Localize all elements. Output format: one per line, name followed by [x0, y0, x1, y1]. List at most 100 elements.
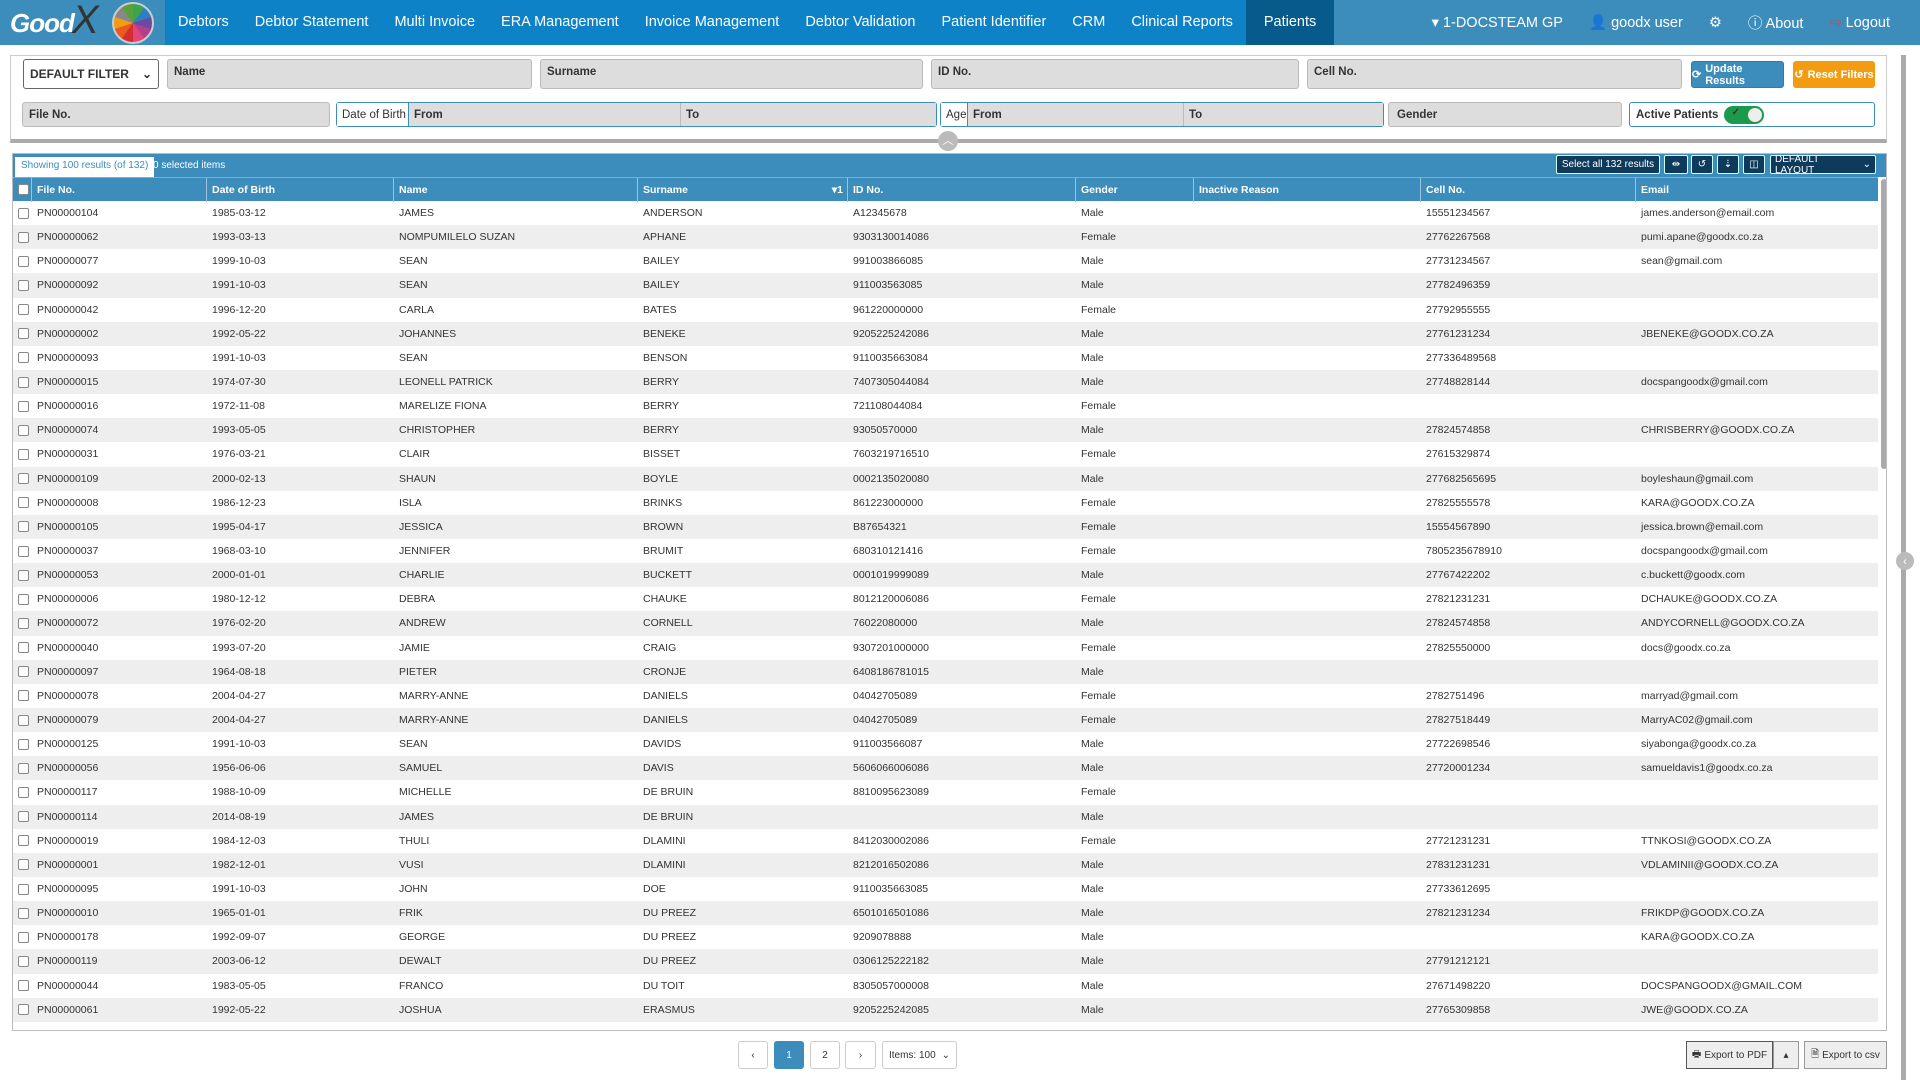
row-checkbox[interactable] [18, 497, 29, 509]
row-checkbox[interactable] [18, 545, 29, 557]
row-checkbox[interactable] [18, 207, 29, 219]
table-row[interactable]: PN00000119 2003-06-12 DEWALT DU PREEZ 030612… [13, 949, 1878, 974]
row-checkbox[interactable] [18, 690, 29, 702]
table-row[interactable]: PN00000074 1993-05-05 CHRISTOPHER BERRY 9305… [13, 418, 1878, 443]
fit-columns-icon[interactable]: ⇹ [1664, 155, 1688, 174]
row-checkbox[interactable] [18, 883, 29, 895]
table-row[interactable]: PN00000042 1996-12-20 CARLA BATES 9612200000… [13, 298, 1878, 322]
dob-to-input[interactable]: To [681, 103, 936, 126]
col-id-no[interactable]: ID No. [848, 178, 1076, 202]
row-checkbox[interactable] [18, 231, 29, 243]
row-checkbox[interactable] [18, 279, 29, 291]
table-row[interactable]: PN00000105 1995-04-17 JESSICA BROWN B8765432… [13, 514, 1878, 539]
row-checkbox[interactable] [18, 666, 29, 678]
table-row[interactable]: PN00000016 1972-11-08 MARELIZE FIONA BERRY 7… [13, 394, 1878, 418]
dob-from-input[interactable]: From [409, 103, 681, 126]
row-checkbox[interactable] [18, 328, 29, 340]
row-checkbox[interactable] [18, 1004, 29, 1016]
nav-patients[interactable]: Patients [1245, 0, 1335, 45]
nav-debtor-statement[interactable]: Debtor Statement [254, 14, 369, 30]
table-row[interactable]: PN00000040 1993-07-20 JAMIE CRAIG 9307201000… [13, 636, 1878, 660]
row-checkbox[interactable] [18, 907, 29, 919]
table-row[interactable]: PN00000056 1956-06-06 SAMUEL DAVIS 560606600… [13, 756, 1878, 781]
row-checkbox[interactable] [18, 762, 29, 774]
about-link[interactable]: ⓘ About [1748, 12, 1804, 33]
table-row[interactable]: PN00000095 1991-10-03 JOHN DOE 9110035663085… [13, 877, 1878, 901]
nav-multi-invoice[interactable]: Multi Invoice [394, 14, 476, 30]
col-date-of-birth[interactable]: Date of Birth [207, 178, 394, 202]
export-pdf-button[interactable]: 🖶 Export to PDF [1686, 1041, 1773, 1069]
table-row[interactable]: PN00000072 1976-02-20 ANDREW CORNELL 7602208… [13, 611, 1878, 636]
goodx-logo[interactable]: Good X [0, 0, 165, 45]
nav-patient-identifier[interactable]: Patient Identifier [941, 14, 1047, 30]
row-checkbox[interactable] [18, 811, 29, 823]
row-checkbox[interactable] [18, 521, 29, 533]
row-checkbox[interactable] [18, 714, 29, 726]
surname-input[interactable]: Surname [540, 59, 923, 89]
row-checkbox[interactable] [18, 642, 29, 654]
select-all-button[interactable]: Select all 132 results [1556, 155, 1660, 174]
table-row[interactable]: PN00000079 2004-04-27 MARRY-ANNE DANIELS 040… [13, 707, 1878, 733]
table-row[interactable]: PN00000104 1985-03-12 JAMES ANDERSON A123456… [13, 201, 1878, 225]
scrollbar-thumb[interactable] [1881, 179, 1886, 469]
next-page-button[interactable]: › [845, 1041, 876, 1069]
col-cell-no[interactable]: Cell No. [1421, 178, 1636, 202]
col-surname[interactable]: Surname ▾1 [638, 178, 848, 202]
practice-dropdown[interactable]: ▾ 1-DOCSTEAM GP [1432, 15, 1563, 31]
user-menu[interactable]: 👤 goodx user [1589, 14, 1683, 31]
columns-icon[interactable]: ◫ [1743, 155, 1765, 174]
row-checkbox[interactable] [18, 473, 29, 485]
row-checkbox[interactable] [18, 424, 29, 436]
filter-select[interactable]: DEFAULT FILTER ⌄ [23, 59, 159, 89]
nav-debtor-validation[interactable]: Debtor Validation [805, 14, 916, 30]
row-checkbox[interactable] [18, 955, 29, 967]
table-row[interactable]: PN00000062 1993-03-13 NOMPUMILELO SUZAN APH… [13, 225, 1878, 250]
table-row[interactable]: PN00000114 2014-08-19 JAMES DE BRUIN Male [13, 804, 1878, 829]
update-results-button[interactable]: ⟳ Update Results [1691, 61, 1784, 88]
select-all-checkbox[interactable] [13, 178, 32, 202]
layout-dropdown[interactable]: DEFAULT LAYOUT ⌄ [1770, 154, 1876, 176]
row-checkbox[interactable] [18, 304, 29, 316]
row-checkbox[interactable] [18, 400, 29, 412]
active-patients-toggle[interactable]: ✓ [1724, 105, 1765, 124]
table-row[interactable]: PN00000093 1991-10-03 SEAN BENSON 9110035663… [13, 346, 1878, 370]
table-row[interactable]: PN00000001 1982-12-01 VUSI DLAMINI 821201650… [13, 852, 1878, 877]
table-row[interactable]: PN00000061 1992-05-22 JOSHUA ERASMUS 9205225… [13, 997, 1878, 1022]
row-checkbox[interactable] [18, 980, 29, 992]
export-options-caret[interactable]: ▴ [1773, 1041, 1799, 1069]
col-name[interactable]: Name [394, 178, 638, 202]
row-checkbox[interactable] [18, 593, 29, 605]
row-checkbox[interactable] [18, 738, 29, 750]
age-from-input[interactable]: From [968, 103, 1184, 126]
table-row[interactable]: PN00000117 1988-10-09 MICHELLE DE BRUIN 8810… [13, 780, 1878, 804]
table-row[interactable]: PN00000031 1976-03-21 CLAIR BISSET 760321971… [13, 442, 1878, 466]
nav-era-management[interactable]: ERA Management [501, 14, 619, 30]
table-row[interactable]: PN00000008 1986-12-23 ISLA BRINKS 8612230000… [13, 491, 1878, 515]
items-per-page-select[interactable]: Items: 100 ⌄ [882, 1041, 957, 1069]
col-gender[interactable]: Gender [1076, 178, 1194, 202]
row-checkbox[interactable] [18, 786, 29, 798]
table-row[interactable]: PN00000010 1965-01-01 FRIK DU PREEZ 65010165… [13, 901, 1878, 926]
row-checkbox[interactable] [18, 376, 29, 388]
row-checkbox[interactable] [18, 569, 29, 581]
gear-icon[interactable]: ⚙ [1708, 14, 1722, 31]
nav-debtors[interactable]: Debtors [178, 14, 229, 30]
prev-page-button[interactable]: ‹ [738, 1041, 768, 1069]
table-row[interactable]: PN00000044 1983-05-05 FRANCO DU TOIT 8305057… [13, 974, 1878, 998]
row-checkbox[interactable] [18, 352, 29, 364]
nav-clinical-reports[interactable]: Clinical Reports [1131, 14, 1233, 30]
table-row[interactable]: PN00000077 1999-10-03 SEAN BAILEY 9910038660… [13, 249, 1878, 273]
row-checkbox[interactable] [18, 448, 29, 460]
row-checkbox[interactable] [18, 931, 29, 943]
table-row[interactable]: PN00000109 2000-02-13 SHAUN BOYLE 0002135020… [13, 466, 1878, 491]
logout-link[interactable]: ⇨ Logout [1829, 15, 1890, 31]
checkbox[interactable] [18, 184, 29, 195]
export-csv-button[interactable]: 🗎 Export to csv [1804, 1041, 1887, 1069]
table-row[interactable]: PN00000092 1991-10-03 SEAN BAILEY 9110035630… [13, 273, 1878, 298]
file-no-input[interactable]: File No. [22, 102, 330, 127]
gender-select[interactable]: Gender [1388, 102, 1622, 127]
expand-side-panel-icon[interactable]: ‹ [1896, 552, 1914, 570]
table-row[interactable]: PN00000097 1964-08-18 PIETER CRONJE 64081867… [13, 659, 1878, 684]
page-1-button[interactable]: 1 [774, 1041, 804, 1069]
name-input[interactable]: Name [167, 59, 532, 89]
